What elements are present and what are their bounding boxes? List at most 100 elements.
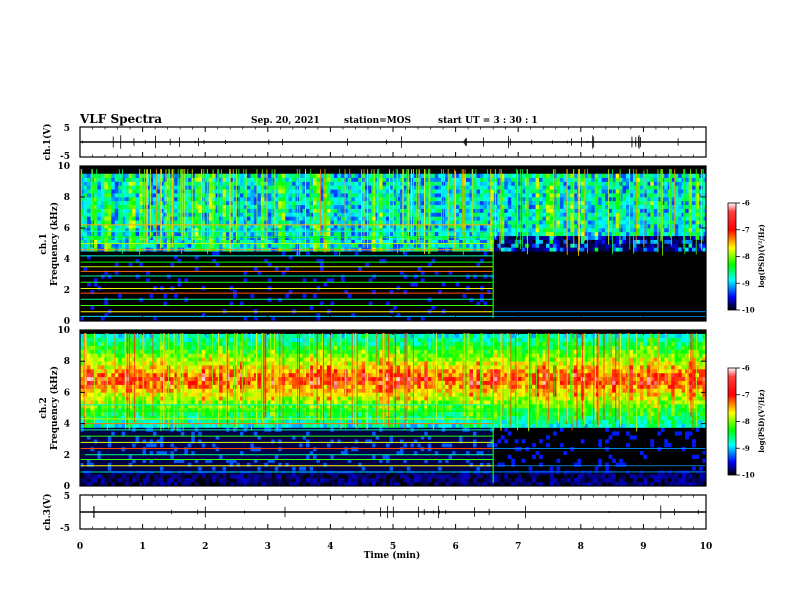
spec1-cell bbox=[319, 185, 324, 190]
spec2-cell bbox=[118, 411, 123, 417]
spec1-cell bbox=[448, 208, 453, 213]
spec1-cell bbox=[448, 189, 453, 194]
spec1-cell bbox=[438, 231, 442, 237]
spec1-cell bbox=[128, 212, 133, 217]
spec1-cell bbox=[194, 228, 199, 233]
spec1-cell bbox=[521, 228, 526, 233]
spec1-cell bbox=[692, 243, 696, 248]
spec1-cell bbox=[107, 197, 112, 202]
spec1-cell bbox=[365, 197, 369, 202]
spec2-cell bbox=[80, 482, 84, 486]
spec2-cell bbox=[142, 337, 147, 342]
spec1-cell bbox=[650, 235, 655, 240]
spec1-cell bbox=[104, 200, 109, 206]
spec1-cell bbox=[281, 216, 286, 221]
spec2-cell bbox=[90, 365, 95, 370]
spec1-cell bbox=[149, 243, 154, 248]
spec1-cell bbox=[125, 224, 129, 229]
spec1-cell bbox=[229, 197, 234, 202]
spec1-cell bbox=[358, 208, 362, 213]
spec1-cell bbox=[135, 228, 140, 233]
spec2-cell bbox=[146, 454, 150, 459]
spec1-cell bbox=[111, 200, 116, 206]
spec1-cell bbox=[239, 301, 244, 306]
spec1-cell bbox=[264, 173, 269, 178]
spec1-cell bbox=[629, 181, 634, 186]
spec1-cell bbox=[306, 231, 310, 237]
spec1-cell bbox=[462, 173, 467, 178]
spec1-cell bbox=[319, 197, 324, 202]
spec1-cell bbox=[281, 197, 286, 202]
spec1-cell bbox=[118, 231, 123, 237]
spec1-cell bbox=[146, 216, 150, 221]
spec1-cell bbox=[382, 177, 387, 182]
spec1-cell bbox=[389, 189, 394, 194]
spec2-cell bbox=[86, 337, 91, 342]
spec1-cell bbox=[163, 212, 168, 217]
spec1-cell bbox=[271, 173, 276, 178]
spec2-cell bbox=[125, 470, 129, 475]
spec2-cell bbox=[121, 470, 126, 475]
spec1-cell bbox=[643, 177, 648, 182]
spec1-cell bbox=[267, 189, 272, 194]
spec1-cell bbox=[389, 290, 394, 295]
spec1-cell bbox=[222, 177, 227, 182]
spec2-cell bbox=[100, 380, 105, 385]
spec2-cell bbox=[132, 462, 136, 467]
spec1-cell bbox=[674, 247, 679, 252]
spec1-cell bbox=[622, 173, 627, 178]
spec2-cell bbox=[166, 435, 171, 440]
spec1-cell bbox=[288, 208, 293, 213]
spec1-cell bbox=[406, 243, 411, 248]
spec1-cell bbox=[570, 216, 575, 221]
spec1-cell bbox=[448, 181, 453, 186]
spec1-cell bbox=[500, 216, 505, 221]
spec1-cell bbox=[382, 220, 387, 225]
spec1-cell bbox=[619, 235, 623, 240]
spec2-cell bbox=[111, 349, 116, 354]
spec2-cell bbox=[156, 341, 161, 346]
spec1-cell bbox=[413, 212, 418, 217]
spec1-cell bbox=[351, 185, 356, 190]
spec1-cell bbox=[149, 239, 154, 244]
spec2-cell bbox=[97, 443, 102, 448]
spec1-cell bbox=[250, 235, 255, 240]
spec1-cell bbox=[608, 220, 613, 225]
spec2-cell bbox=[97, 353, 102, 358]
spec2-cell bbox=[90, 349, 95, 354]
spec1-cell bbox=[646, 193, 651, 198]
spec1-cell bbox=[389, 193, 394, 198]
spec1-cell bbox=[198, 173, 203, 178]
spec1-cell bbox=[309, 216, 314, 221]
spec1-cell bbox=[118, 173, 123, 178]
spec1-cell bbox=[222, 208, 227, 213]
spec1-cell bbox=[351, 243, 356, 248]
spec2-cell bbox=[83, 392, 88, 397]
spec1-cell bbox=[549, 247, 554, 252]
spec1-cell bbox=[278, 173, 283, 178]
spec1-cell bbox=[615, 235, 620, 240]
spec1-cell bbox=[591, 185, 596, 190]
spec2-cell bbox=[97, 400, 102, 405]
spec1-cell bbox=[219, 220, 223, 225]
spec1-cell bbox=[629, 189, 634, 194]
spec1-cell bbox=[636, 243, 641, 248]
spec1-cell bbox=[507, 243, 512, 248]
spec1-cell bbox=[271, 224, 276, 229]
spec1-cell bbox=[139, 228, 143, 233]
spec1-cell bbox=[452, 216, 456, 221]
spec1-cell bbox=[135, 243, 140, 248]
spec1-cell bbox=[208, 181, 213, 186]
spec2-cell bbox=[153, 423, 157, 428]
spec1-cell bbox=[528, 239, 533, 244]
spec1-cell bbox=[594, 216, 599, 221]
spec2-cell bbox=[156, 357, 161, 362]
spec1-cell bbox=[365, 224, 369, 229]
spec1-cell bbox=[83, 173, 88, 178]
spec1-cell bbox=[500, 235, 505, 240]
spec1-cell bbox=[382, 228, 387, 233]
spec2-cell bbox=[90, 439, 95, 444]
spec1-cell bbox=[264, 208, 269, 213]
spec1-cell bbox=[267, 193, 272, 198]
spec1-cell bbox=[636, 181, 641, 186]
